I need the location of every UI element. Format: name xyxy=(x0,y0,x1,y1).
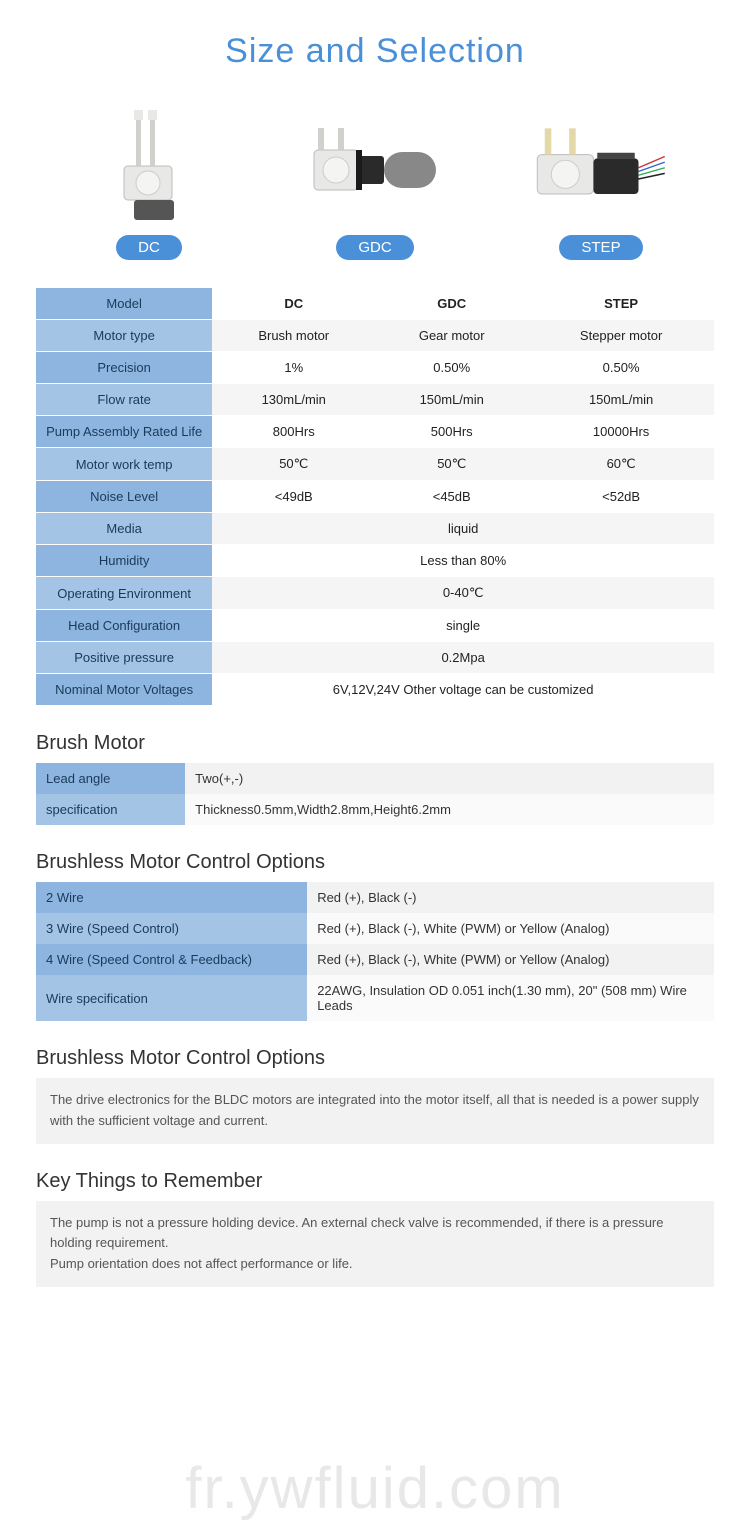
spec-row-label: Operating Environment xyxy=(36,577,212,610)
spec-cell: 10000Hrs xyxy=(528,416,714,448)
spec-row: HumidityLess than 80% xyxy=(36,545,714,577)
spec-row-label: Nominal Motor Voltages xyxy=(36,674,212,706)
spec-cell: 800Hrs xyxy=(212,416,375,448)
spec-cell: 150mL/min xyxy=(528,384,714,416)
spec-cell: 60℃ xyxy=(528,448,714,481)
spec-cell: 1% xyxy=(212,352,375,384)
spec-row: Motor work temp50℃50℃60℃ xyxy=(36,448,714,481)
product-image-gdc xyxy=(300,99,450,229)
kv-key: Wire specification xyxy=(36,975,307,1021)
spec-row-label: Model xyxy=(36,288,212,320)
spec-cell-merged: 0.2Mpa xyxy=(212,642,714,674)
note-line: Pump orientation does not affect perform… xyxy=(50,1254,700,1275)
note-line: The pump is not a pressure holding devic… xyxy=(50,1213,700,1255)
spec-cell: STEP xyxy=(528,288,714,320)
spec-row: ModelDCGDCSTEP xyxy=(36,288,714,320)
spec-cell: 150mL/min xyxy=(375,384,528,416)
spec-row-label: Humidity xyxy=(36,545,212,577)
product-col-step: STEP xyxy=(489,99,713,260)
spec-row: Head Configurationsingle xyxy=(36,610,714,642)
note-box: The drive electronics for the BLDC motor… xyxy=(36,1078,714,1144)
badge-step: STEP xyxy=(559,235,642,260)
spec-row-label: Positive pressure xyxy=(36,642,212,674)
product-image-step xyxy=(526,99,676,229)
spec-row: Positive pressure0.2Mpa xyxy=(36,642,714,674)
spec-cell: Brush motor xyxy=(212,320,375,352)
spec-cell: 0.50% xyxy=(528,352,714,384)
spec-row-label: Media xyxy=(36,513,212,545)
spec-cell: 500Hrs xyxy=(375,416,528,448)
spec-row: Motor typeBrush motorGear motorStepper m… xyxy=(36,320,714,352)
kv-value: 22AWG, Insulation OD 0.051 inch(1.30 mm)… xyxy=(307,975,714,1021)
section-title: Brush Motor xyxy=(36,732,714,755)
badge-gdc: GDC xyxy=(336,235,413,260)
spec-cell-merged: single xyxy=(212,610,714,642)
spec-cell: DC xyxy=(212,288,375,320)
kv-row: 2 WireRed (+), Black (-) xyxy=(36,882,714,913)
spec-cell-merged: Less than 80% xyxy=(212,545,714,577)
kv-key: 4 Wire (Speed Control & Feedback) xyxy=(36,944,307,975)
kv-row: specificationThickness0.5mm,Width2.8mm,H… xyxy=(36,794,714,825)
kv-key: 2 Wire xyxy=(36,882,307,913)
spec-cell: GDC xyxy=(375,288,528,320)
spec-row: Medialiquid xyxy=(36,513,714,545)
spec-cell-merged: 6V,12V,24V Other voltage can be customiz… xyxy=(212,674,714,706)
section-title: Brushless Motor Control Options xyxy=(36,1047,714,1070)
spec-cell-merged: 0-40℃ xyxy=(212,577,714,610)
spec-row-label: Motor work temp xyxy=(36,448,212,481)
spec-cell: <52dB xyxy=(528,481,714,513)
product-image-dc xyxy=(74,99,224,229)
spec-row: Precision1%0.50%0.50% xyxy=(36,352,714,384)
product-col-gdc: GDC xyxy=(263,99,487,260)
product-col-dc: DC xyxy=(37,99,261,260)
kv-row: 4 Wire (Speed Control & Feedback)Red (+)… xyxy=(36,944,714,975)
spec-cell: <49dB xyxy=(212,481,375,513)
kv-value: Thickness0.5mm,Width2.8mm,Height6.2mm xyxy=(185,794,714,825)
section-title: Brushless Motor Control Options xyxy=(36,851,714,874)
spec-row-label: Pump Assembly Rated Life xyxy=(36,416,212,448)
kv-table: Lead angleTwo(+,-)specificationThickness… xyxy=(36,763,714,825)
spec-row-label: Precision xyxy=(36,352,212,384)
spec-cell: <45dB xyxy=(375,481,528,513)
kv-value: Red (+), Black (-) xyxy=(307,882,714,913)
kv-value: Red (+), Black (-), White (PWM) or Yello… xyxy=(307,913,714,944)
kv-key: specification xyxy=(36,794,185,825)
kv-row: 3 Wire (Speed Control)Red (+), Black (-)… xyxy=(36,913,714,944)
page-title: Size and Selection xyxy=(0,0,750,99)
kv-value: Two(+,-) xyxy=(185,763,714,794)
kv-row: Lead angleTwo(+,-) xyxy=(36,763,714,794)
spec-row: Operating Environment0-40℃ xyxy=(36,577,714,610)
kv-value: Red (+), Black (-), White (PWM) or Yello… xyxy=(307,944,714,975)
watermark: fr.ywfluid.com xyxy=(185,1455,564,1522)
spec-cell: 0.50% xyxy=(375,352,528,384)
kv-key: 3 Wire (Speed Control) xyxy=(36,913,307,944)
kv-key: Lead angle xyxy=(36,763,185,794)
kv-row: Wire specification22AWG, Insulation OD 0… xyxy=(36,975,714,1021)
spec-row: Noise Level<49dB<45dB<52dB xyxy=(36,481,714,513)
spec-cell: Stepper motor xyxy=(528,320,714,352)
section-title: Key Things to Remember xyxy=(36,1170,714,1193)
spec-cell: 50℃ xyxy=(375,448,528,481)
note-line: The drive electronics for the BLDC motor… xyxy=(50,1090,700,1132)
spec-cell: 130mL/min xyxy=(212,384,375,416)
spec-row-label: Flow rate xyxy=(36,384,212,416)
spec-row-label: Motor type xyxy=(36,320,212,352)
spec-row: Nominal Motor Voltages6V,12V,24V Other v… xyxy=(36,674,714,706)
spec-row: Flow rate130mL/min150mL/min150mL/min xyxy=(36,384,714,416)
spec-row: Pump Assembly Rated Life800Hrs500Hrs1000… xyxy=(36,416,714,448)
note-box: The pump is not a pressure holding devic… xyxy=(36,1201,714,1287)
spec-row-label: Noise Level xyxy=(36,481,212,513)
product-row: DC GDC xyxy=(0,99,750,276)
spec-row-label: Head Configuration xyxy=(36,610,212,642)
spec-cell-merged: liquid xyxy=(212,513,714,545)
spec-cell: Gear motor xyxy=(375,320,528,352)
kv-table: 2 WireRed (+), Black (-)3 Wire (Speed Co… xyxy=(36,882,714,1021)
spec-cell: 50℃ xyxy=(212,448,375,481)
spec-table: ModelDCGDCSTEPMotor typeBrush motorGear … xyxy=(36,288,714,706)
badge-dc: DC xyxy=(116,235,182,260)
